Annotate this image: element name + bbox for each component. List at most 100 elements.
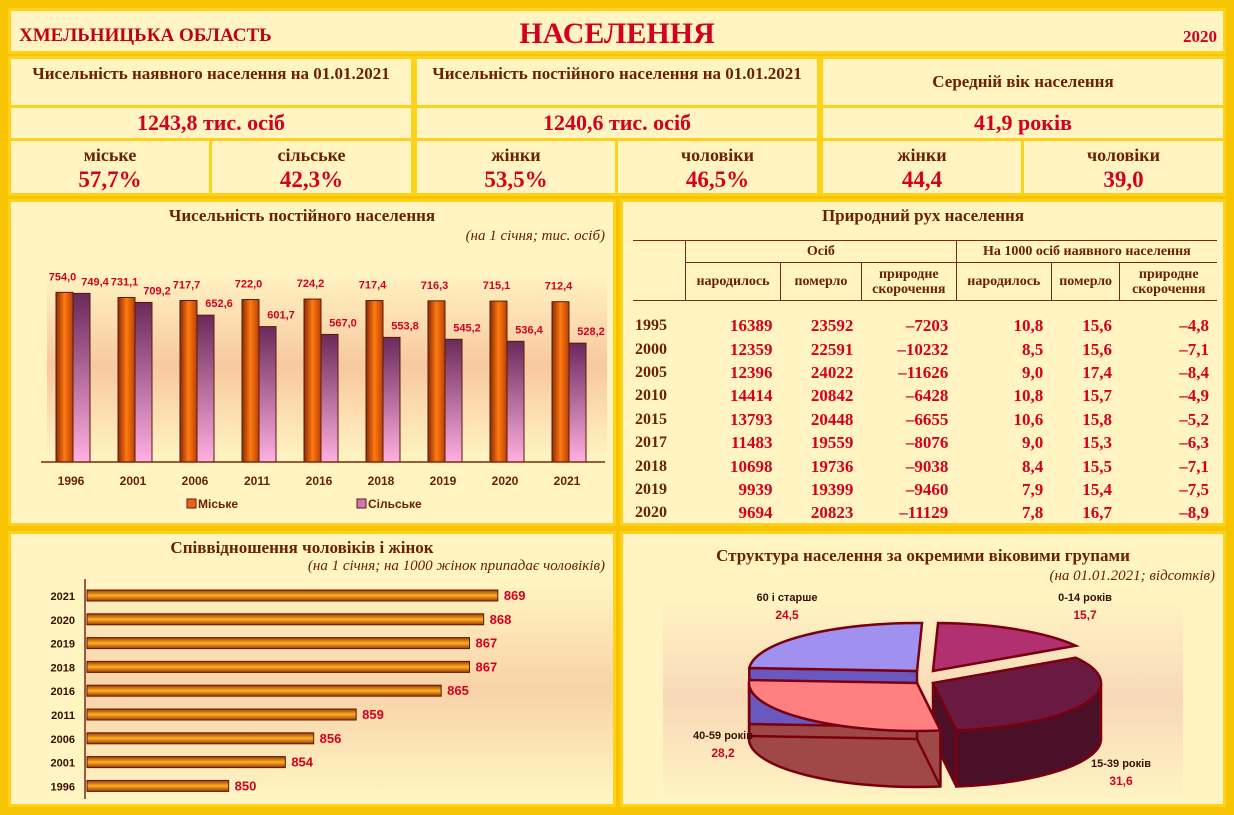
ratio-value-label: 865	[447, 683, 469, 698]
pie-slice-label: 40-59 років	[693, 730, 753, 742]
population-legend: Міське Сільське	[186, 497, 422, 511]
stat-present-urban: міське 57,7%	[11, 141, 209, 193]
table-cell: –8076	[905, 433, 949, 453]
table-cell: 10698	[730, 456, 773, 476]
stat-permanent-population: Чисельність постійного населення на 01.0…	[414, 56, 820, 196]
stat-permanent-total: 1240,6 тис. осіб	[417, 108, 817, 138]
stat-label: жінки	[491, 145, 541, 165]
population-chart-subtitle: (на 1 січня; тис. осіб)	[465, 228, 605, 244]
stat-age-men: чоловіки 39,0	[1024, 141, 1223, 193]
bar-urban	[179, 300, 198, 463]
table-cell: 8,5	[1022, 339, 1044, 359]
table-row: 1995 16389 23592 –7203 10,8 15,6 –4,8	[633, 315, 1217, 338]
table-cell: 19399	[810, 479, 854, 499]
stat-value: 42,3%	[279, 167, 344, 192]
data-label-rural: 536,4	[515, 324, 543, 336]
stat-label: сільське	[277, 145, 346, 165]
table-cell: –8,9	[1179, 503, 1209, 523]
pie-slice	[747, 678, 943, 733]
age-structure-subtitle: (на 01.01.2021; відсотків)	[1049, 568, 1215, 584]
table-cell: –9460	[905, 479, 949, 499]
y-tick-label: 2001	[51, 758, 75, 770]
data-label-urban: 731,1	[111, 277, 139, 289]
ratio-bar	[86, 708, 357, 721]
ratio-value-label: 854	[291, 755, 313, 770]
legend-label-rural: Сільське	[368, 497, 422, 511]
table-cell: –7,1	[1179, 339, 1209, 359]
bar-rural	[382, 336, 401, 463]
region-name: ХМЕЛЬНИЦЬКА ОБЛАСТЬ	[19, 25, 272, 46]
table-cell: –6655	[905, 409, 949, 429]
stat-value: 46,5%	[685, 167, 750, 192]
table-cell: 15,5	[1082, 456, 1112, 476]
table-cell: –7203	[905, 316, 949, 336]
ratio-value-label: 867	[476, 659, 498, 674]
table-cell: –8,4	[1179, 362, 1209, 382]
natural-movement-panel: Природний рух населення Осіб На 1000 осіб…	[620, 199, 1226, 526]
stat-permanent-women: жінки 53,5%	[417, 141, 615, 193]
data-label-urban: 717,4	[359, 280, 387, 292]
stat-age-total: 41,9 років	[823, 108, 1223, 138]
table-cell: 11483	[730, 433, 773, 453]
table-cell: 14414	[730, 386, 773, 406]
column-header: природне скорочення	[1119, 262, 1217, 301]
group-header: Осіб	[685, 240, 957, 263]
sex-ratio-title: Співвідношення чоловіків і жінок	[170, 538, 434, 557]
table-row: 2010 14414 20842 –6428 10,8 15,7 –4,9	[633, 385, 1217, 408]
stat-value: 44,4	[901, 167, 943, 192]
ratio-bar	[86, 732, 315, 745]
table-cell: 9694	[738, 503, 773, 523]
bar-rural	[506, 340, 525, 463]
table-cell: –7,5	[1179, 479, 1209, 499]
age-structure-title: Структура населення за окремими віковими…	[716, 546, 1130, 565]
table-cell: –5,2	[1179, 409, 1209, 429]
table-cell: –4,9	[1179, 386, 1209, 406]
x-tick-label: 2016	[306, 474, 333, 488]
stat-label: жінки	[897, 145, 947, 165]
year-label: 2020	[1183, 27, 1217, 46]
table-cell: 23592	[810, 316, 854, 336]
pie-slice-label: 15-39 років	[1091, 758, 1151, 770]
table-cell: 7,8	[1022, 503, 1044, 523]
pie-slice-value: 31,6	[1109, 774, 1133, 788]
ratio-bar	[86, 684, 442, 697]
data-label-rural: 553,8	[391, 320, 419, 332]
data-label-rural: 545,2	[453, 322, 481, 334]
table-row: 2017 11483 19559 –8076 9,0 15,3 –6,3	[633, 431, 1217, 454]
stat-present-population: Чисельність наявного населення на 01.01.…	[8, 56, 414, 196]
stat-permanent-men: чоловіки 46,5%	[618, 141, 817, 193]
data-label-urban: 722,0	[235, 279, 263, 291]
stat-present-title: Чисельність наявного населення на 01.01.…	[11, 59, 411, 105]
y-tick-label: 2006	[51, 734, 75, 746]
stat-present-total: 1243,8 тис. осіб	[11, 108, 411, 138]
pie-slice-value: 24,5	[775, 608, 799, 622]
table-cell: –10232	[897, 339, 949, 359]
table-cell: –7,1	[1179, 456, 1209, 476]
data-label-urban: 724,2	[297, 278, 325, 290]
data-label-urban: 716,3	[421, 280, 449, 292]
column-header: народилось	[955, 262, 1052, 301]
stat-average-age: Середній вік населення 41,9 років жінки …	[820, 56, 1226, 196]
data-label-rural: 652,6	[205, 298, 233, 310]
table-cell: –6428	[905, 386, 949, 406]
table-cell: 9939	[738, 479, 773, 499]
stat-value: 39,0	[1103, 167, 1144, 192]
ratio-bar	[86, 589, 499, 602]
pie-slice-value: 15,7	[1073, 608, 1097, 622]
row-year: 2000	[635, 340, 667, 358]
table-cell: 15,3	[1082, 433, 1112, 453]
page-title: НАСЕЛЕННЯ	[519, 17, 715, 50]
bar-rural	[444, 338, 463, 463]
table-row: 2018 10698 19736 –9038 8,4 15,5 –7,1	[633, 455, 1217, 478]
ratio-value-label: 850	[235, 778, 257, 793]
stat-label: міське	[83, 145, 137, 165]
bar-urban	[303, 298, 322, 463]
bar-urban	[365, 300, 384, 463]
table-cell: –9038	[905, 456, 949, 476]
table-row: 2000 12359 22591 –10232 8,5 15,6 –7,1	[633, 338, 1217, 361]
table-cell: –6,3	[1179, 433, 1209, 453]
data-label-rural: 567,0	[329, 317, 357, 329]
bar-urban	[117, 297, 136, 463]
data-label-rural: 709,2	[143, 285, 171, 297]
table-row: 2005 12396 24022 –11626 9,0 17,4 –8,4	[633, 361, 1217, 384]
